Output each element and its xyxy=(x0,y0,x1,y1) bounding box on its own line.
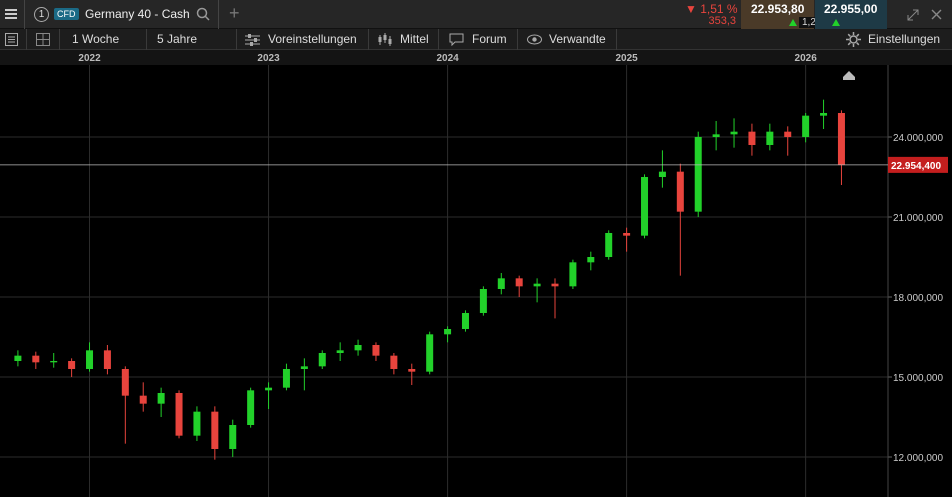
layout-icon[interactable] xyxy=(36,33,50,46)
candle-body xyxy=(658,171,666,177)
settings-button[interactable]: Einstellungen xyxy=(868,32,941,46)
candle-body xyxy=(569,262,577,287)
presets-icon xyxy=(245,34,260,46)
settings-icon xyxy=(846,32,861,47)
candle-body xyxy=(515,278,523,287)
ask-box[interactable] xyxy=(815,0,887,29)
indicator-button[interactable]: Mittel xyxy=(400,32,429,46)
interval-button[interactable]: 1 Woche xyxy=(72,32,120,46)
candle-body xyxy=(68,361,76,369)
add-tab[interactable]: + xyxy=(229,3,240,23)
candle-body xyxy=(318,353,326,367)
candle-body xyxy=(461,313,469,329)
y-tick-label: 24.000,000 xyxy=(893,133,943,144)
change-pct: ▼ 1,51 % xyxy=(685,2,738,16)
badge: CFD xyxy=(54,8,79,20)
up-icon xyxy=(789,19,797,26)
y-tick-label: 18.000,000 xyxy=(893,293,943,304)
home-marker[interactable] xyxy=(843,71,855,80)
candle-body xyxy=(372,345,380,356)
x-tick-label: 2026 xyxy=(795,53,818,64)
related-button[interactable]: Verwandte xyxy=(549,32,606,46)
candle-body xyxy=(265,387,273,391)
candle-body xyxy=(50,361,58,363)
candle-body xyxy=(802,115,810,137)
y-tick-label: 21.000,000 xyxy=(893,213,943,224)
presets-button[interactable]: Voreinstellungen xyxy=(268,32,357,46)
related-icon xyxy=(527,34,542,45)
instrument[interactable]: Germany 40 - Cash xyxy=(85,7,190,21)
candle-body xyxy=(497,278,505,289)
forum-button[interactable]: Forum xyxy=(472,32,507,46)
candle-body xyxy=(623,233,631,236)
candle-body xyxy=(14,355,22,361)
y-tick-label: 15.000,000 xyxy=(893,373,943,384)
menu-icon[interactable] xyxy=(5,9,17,19)
candle-body xyxy=(211,411,219,449)
candle-body xyxy=(837,113,845,165)
ask-price: 22.955,00 xyxy=(824,2,878,16)
last-price-box xyxy=(888,156,948,173)
candle-body xyxy=(712,134,720,137)
expand-icon[interactable] xyxy=(907,9,919,21)
spread: 1,20 xyxy=(799,17,825,28)
last-price-label: 22.954,400 xyxy=(891,161,941,172)
indicator-icon xyxy=(378,33,392,46)
x-tick-label: 2024 xyxy=(436,53,459,64)
candle-body xyxy=(247,390,255,425)
x-tick-label: 2023 xyxy=(257,53,280,64)
y-tick-label: 12.000,000 xyxy=(893,453,943,464)
candle-body xyxy=(408,369,416,372)
candle-body xyxy=(784,131,792,137)
chart: 2022 2023 2024 2025 2026 12.000,000 15.000,000… xyxy=(0,50,952,497)
candle-body xyxy=(820,113,828,116)
list-icon[interactable] xyxy=(5,33,18,46)
candle-body xyxy=(587,257,595,263)
candle-body xyxy=(641,177,649,236)
candle-body xyxy=(229,425,237,449)
candle-body xyxy=(748,131,756,145)
candle-body xyxy=(139,395,147,404)
candle-body xyxy=(766,131,774,145)
candle-body xyxy=(694,137,702,212)
date-axis-bar xyxy=(0,50,952,65)
forum-icon xyxy=(449,33,464,46)
up-icon xyxy=(832,19,840,26)
change-abs: 353,3 xyxy=(708,15,736,27)
candle-body xyxy=(193,411,201,436)
search-icon[interactable] xyxy=(196,7,210,21)
header-bar: 1 CFD Germany 40 - Cash + ▼ 1,51 % 353,3… xyxy=(0,0,952,29)
candle-body xyxy=(121,369,129,396)
candle-body xyxy=(103,350,111,369)
candle-body xyxy=(354,345,362,351)
candle-body xyxy=(282,369,290,388)
range-button[interactable]: 5 Jahre xyxy=(157,32,198,46)
bid-price: 22.953,80 xyxy=(751,2,805,16)
candle-body xyxy=(676,171,684,212)
candle-body xyxy=(32,355,40,363)
toolbar: 1 Woche 5 Jahre Voreinstellungen Mittel … xyxy=(0,29,952,50)
candle-body xyxy=(551,283,559,287)
close-icon[interactable] xyxy=(931,9,942,20)
candle-body xyxy=(533,283,541,287)
candle-body xyxy=(605,233,613,257)
candle-body xyxy=(426,334,434,372)
candle-body xyxy=(390,355,398,369)
candle-body xyxy=(175,393,183,436)
candle-body xyxy=(730,131,738,135)
candle-body xyxy=(479,289,487,313)
candle-body xyxy=(157,393,165,404)
menu-number[interactable]: 1 xyxy=(34,7,49,22)
candle-body xyxy=(300,366,308,369)
candle-body xyxy=(336,350,344,353)
x-tick-label: 2025 xyxy=(615,53,638,64)
candle-body xyxy=(444,329,452,335)
x-tick-label: 2022 xyxy=(78,53,101,64)
candle-body xyxy=(86,350,94,369)
